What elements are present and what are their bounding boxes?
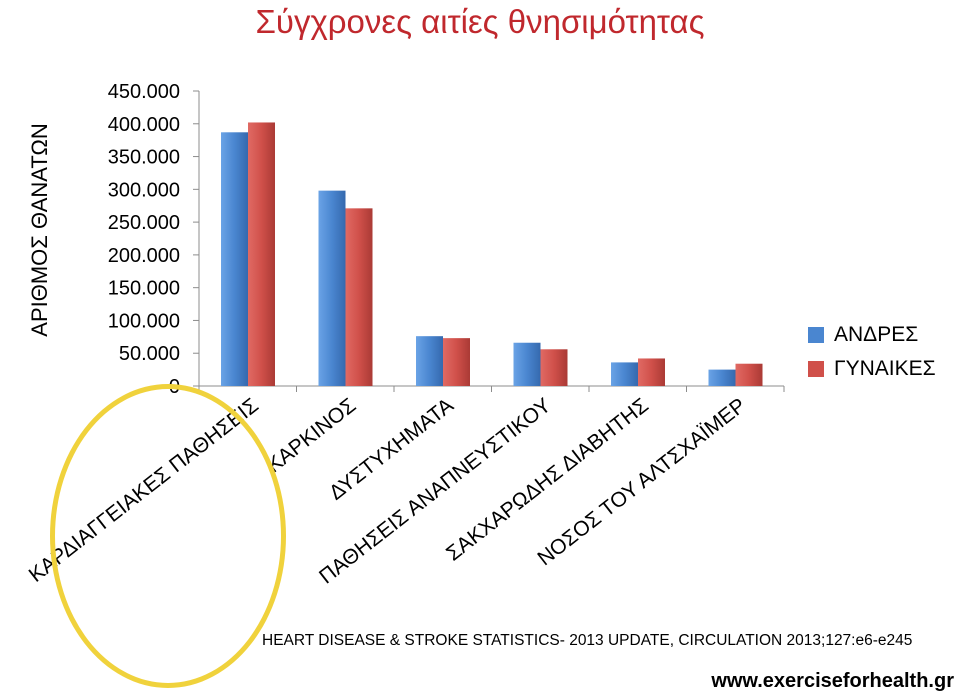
bar-women-1 — [248, 122, 275, 386]
highlight-circle — [50, 384, 286, 688]
y-tick-label: 250.000 — [108, 212, 180, 234]
y-tick-label: 100.000 — [108, 310, 180, 332]
y-tick-label: 200.000 — [108, 245, 180, 267]
y-tick-label: 300.000 — [108, 179, 180, 201]
bar-men-5 — [611, 362, 638, 386]
y-axis-ticks: 050.000100.000150.000200.000250.000300.0… — [108, 81, 199, 398]
y-tick-label: 50.000 — [119, 343, 180, 365]
legend-swatch-women — [808, 361, 824, 377]
bar-men-4 — [513, 342, 541, 386]
bar-men-2 — [318, 190, 346, 386]
chart-legend: ΑΝΔΡΕΣ ΓΥΝΑΙΚΕΣ — [808, 318, 936, 386]
bar-women-6 — [735, 363, 763, 386]
source-citation: HEART DISEASE & STROKE STATISTICS- 2013 … — [262, 632, 913, 649]
website-link[interactable]: www.exerciseforhealth.gr — [711, 670, 954, 692]
bar-women-5 — [638, 358, 665, 386]
bar-women-2 — [345, 208, 373, 386]
bar-men-3 — [416, 336, 443, 386]
chart-axes — [198, 91, 785, 392]
chart-bars — [221, 122, 763, 386]
y-tick-label: 350.000 — [108, 147, 180, 169]
legend-label-men: ΑΝΔΡΕΣ — [834, 323, 919, 346]
legend-swatch-men — [808, 327, 824, 343]
y-tick-label: 400.000 — [108, 114, 180, 136]
bar-men-1 — [221, 132, 248, 386]
bar-women-4 — [540, 349, 568, 386]
x-category-label: ΚΑΡΚΙΝΟΣ — [262, 394, 360, 478]
bar-men-6 — [708, 369, 736, 386]
bar-women-3 — [443, 338, 470, 386]
legend-label-women: ΓΥΝΑΙΚΕΣ — [834, 357, 936, 380]
legend-item-men: ΑΝΔΡΕΣ — [808, 318, 936, 352]
legend-item-women: ΓΥΝΑΙΚΕΣ — [808, 352, 936, 386]
x-category-label: ΣΑΚΧΑΡΩΔΗΣ ΔΙΑΒΗΤΗΣ — [442, 394, 653, 566]
chart-title: Σύγχρονες αιτίες θνησιμότητας — [255, 3, 705, 40]
y-tick-label: 150.000 — [108, 278, 180, 300]
y-tick-label: 450.000 — [108, 81, 180, 103]
